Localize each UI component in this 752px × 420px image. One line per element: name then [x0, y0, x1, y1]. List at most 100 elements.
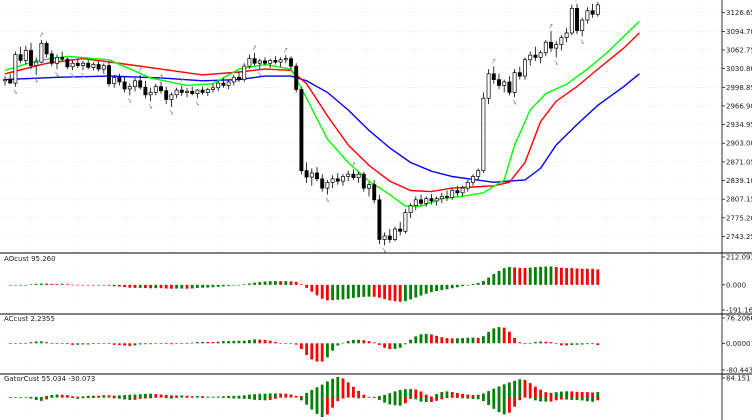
histogram-bar: [76, 396, 80, 398]
candle: [60, 51, 65, 61]
histogram-bar: [102, 395, 106, 397]
candle: [289, 56, 293, 70]
histogram-bar: [211, 284, 215, 288]
histogram-bar: [242, 395, 246, 397]
histogram-bar: [258, 393, 262, 397]
histogram-bar: [144, 397, 147, 399]
histogram-bar: [138, 343, 142, 345]
candle: [408, 203, 413, 218]
histogram-bar: [300, 396, 303, 397]
histogram-bar: [362, 340, 366, 344]
gatorcust-histogram: [8, 377, 600, 417]
histogram-bar: [445, 391, 449, 397]
histogram-bar: [8, 343, 12, 344]
histogram-bar: [175, 397, 178, 398]
histogram-bar: [8, 284, 12, 286]
candle: [549, 31, 553, 52]
histogram-bar: [149, 284, 152, 289]
histogram-bar: [118, 395, 121, 397]
fractal-up-arrow: [252, 45, 257, 51]
histogram-bar: [242, 397, 246, 399]
histogram-bar: [66, 395, 69, 397]
candle: [221, 77, 226, 88]
histogram-bar: [575, 268, 579, 285]
candle: [200, 86, 205, 95]
histogram-bar: [502, 268, 506, 285]
histogram-bar: [456, 284, 459, 288]
candle: [455, 185, 460, 197]
histogram-bar: [66, 284, 69, 285]
y-tick-label: 2775.20: [726, 214, 752, 222]
histogram-bar: [476, 397, 480, 400]
histogram-bar: [471, 394, 475, 397]
histogram-bar: [175, 395, 178, 397]
histogram-bar: [471, 337, 475, 344]
candle: [486, 69, 491, 105]
y-tick-label: 3030.80: [726, 65, 752, 73]
histogram-bar: [34, 283, 38, 285]
histogram-bar: [268, 281, 272, 285]
histogram-bar: [40, 341, 43, 344]
candle: [216, 80, 221, 92]
histogram-bar: [71, 343, 74, 345]
histogram-bar: [211, 397, 215, 398]
histogram-bar: [440, 284, 444, 291]
histogram-bar: [523, 379, 527, 397]
histogram-bar: [424, 394, 428, 397]
histogram-bar: [164, 394, 168, 397]
histogram-bar: [320, 397, 324, 417]
aocust-label: AOcust 95.260: [4, 255, 56, 263]
candle: [117, 73, 122, 86]
histogram-bar: [227, 395, 230, 397]
candle: [497, 73, 501, 89]
candle: [211, 83, 215, 93]
histogram-bar: [440, 397, 444, 400]
histogram-bar: [357, 397, 360, 399]
histogram-bar: [284, 281, 288, 285]
fractal-down-arrow: [169, 109, 174, 115]
candle: [413, 196, 418, 211]
histogram-bar: [222, 341, 225, 344]
histogram-bar: [118, 397, 121, 399]
candle: [143, 80, 148, 99]
histogram-bar: [528, 383, 532, 397]
histogram-bar: [154, 397, 158, 398]
histogram-bar: [14, 397, 17, 398]
histogram-bar: [40, 397, 43, 401]
candle: [564, 28, 569, 43]
candle: [465, 179, 470, 192]
ma-line: [4, 32, 640, 193]
candle: [315, 167, 319, 182]
histogram-bar: [190, 284, 194, 289]
candle: [538, 50, 543, 64]
candle: [195, 88, 200, 99]
candle: [34, 57, 39, 75]
histogram-bar: [279, 281, 282, 285]
candle: [387, 228, 392, 243]
histogram-bar: [164, 284, 168, 289]
histogram-bar: [154, 394, 158, 397]
histogram-bar: [461, 338, 464, 344]
candle: [595, 2, 600, 17]
histogram-bar: [263, 393, 267, 397]
histogram-bar: [76, 397, 80, 399]
fractal-down-arrow: [34, 77, 39, 83]
candle: [403, 209, 408, 234]
histogram-bar: [112, 284, 116, 287]
candle: [382, 232, 387, 246]
histogram-bar: [445, 284, 449, 290]
histogram-bar: [341, 284, 345, 300]
histogram-bar: [81, 343, 85, 345]
candle: [377, 194, 382, 245]
histogram-bar: [523, 397, 527, 398]
histogram-bar: [112, 397, 116, 399]
candle: [278, 57, 283, 67]
histogram-bar: [393, 284, 397, 302]
histogram-bar: [393, 391, 397, 397]
histogram-bar: [81, 284, 85, 286]
histogram-bar: [466, 284, 470, 286]
histogram-bar: [476, 394, 480, 397]
histogram-bar: [414, 389, 418, 397]
gatorcust-label: GatorCust 55.034 -30.073: [4, 375, 95, 383]
histogram-bar: [404, 389, 407, 397]
